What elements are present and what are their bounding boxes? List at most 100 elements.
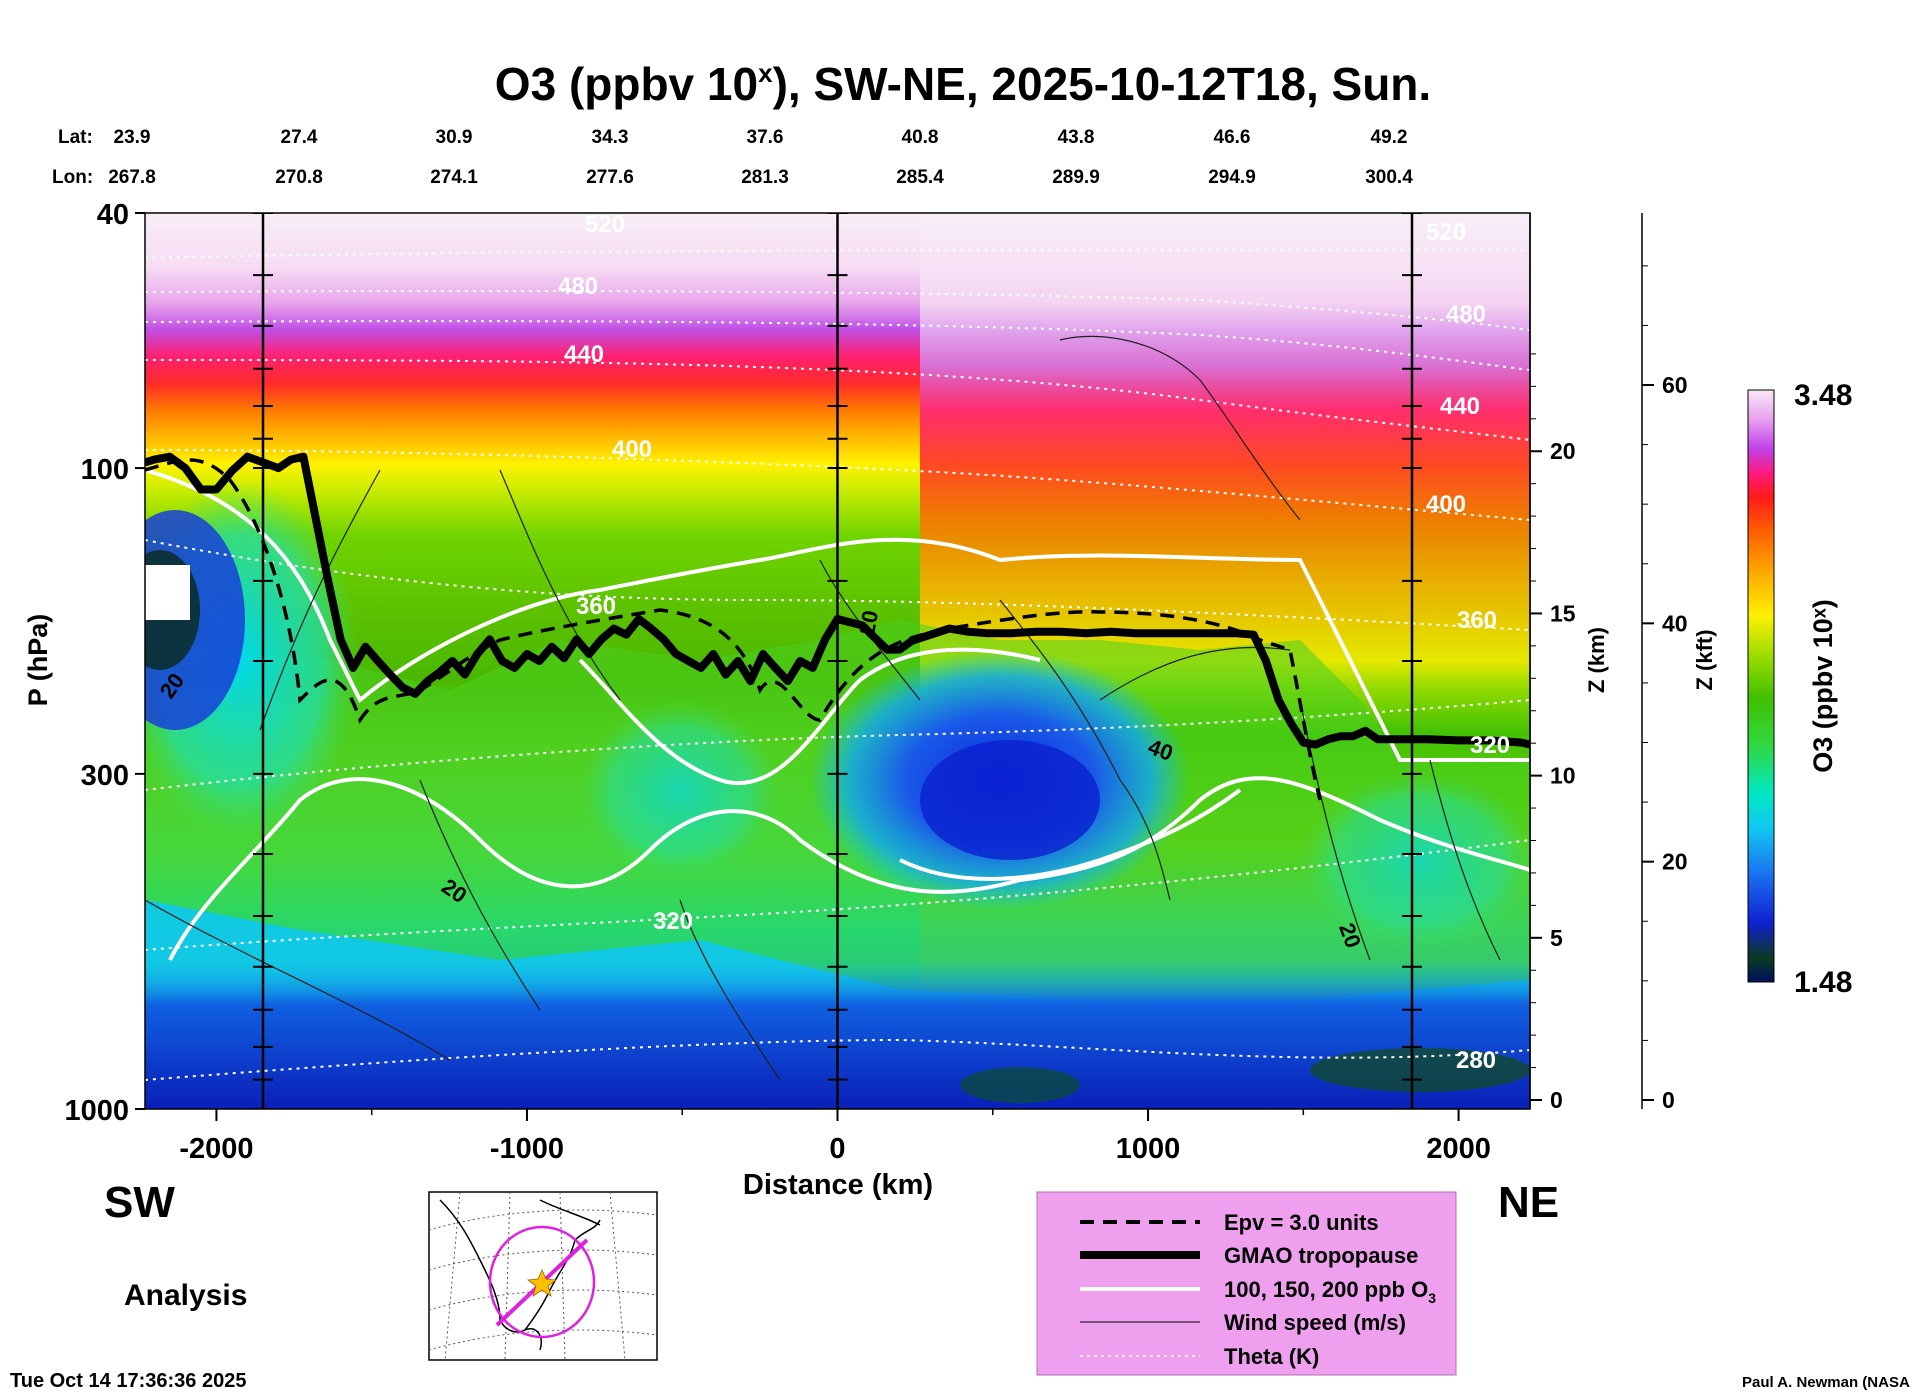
- theta-isentropes: [145, 249, 1530, 1081]
- lon-value: 281.3: [741, 167, 789, 188]
- z-km-tick-label: 5: [1550, 925, 1563, 951]
- wind-contour: [419, 779, 541, 1011]
- inset-map: [428, 1191, 658, 1361]
- tropopause-line: [145, 452, 1530, 749]
- ozone-contour-3: [578, 647, 1041, 785]
- legend-wind-label: Wind speed (m/s): [1224, 1310, 1406, 1335]
- lon-value: 294.9: [1208, 167, 1256, 188]
- z-km-tick-label: 0: [1550, 1087, 1563, 1113]
- ozone-field: 520480440400360320280520480440400360320 …: [145, 211, 1530, 1109]
- p-tick-label: 300: [81, 760, 129, 792]
- timestamp: Tue Oct 14 17:36:36 2025: [10, 1370, 246, 1392]
- z-kft-axis: 0 20 40 60: [1641, 213, 1688, 1113]
- wind-contour: [1429, 759, 1501, 961]
- lon-value: 285.4: [896, 167, 944, 188]
- legend-tropopause-label: GMAO tropopause: [1224, 1243, 1418, 1268]
- lat-value: 27.4: [281, 127, 318, 148]
- lon-label: Lon:: [52, 167, 93, 188]
- legend-ozone-label: 100, 150, 200 ppb O3: [1224, 1277, 1436, 1306]
- missing-data-west: [145, 565, 190, 620]
- wind-contour: [1099, 646, 1291, 701]
- wind-contour: [259, 469, 381, 731]
- z-km-tick-label: 15: [1550, 600, 1576, 626]
- inset-range-circle: [488, 1225, 596, 1339]
- title-prefix: O3 (ppbv 10: [495, 58, 758, 110]
- theta-line: [145, 359, 1530, 441]
- cyan-anomaly-mid: [580, 700, 780, 880]
- z-kft-tick-label: 40: [1662, 610, 1688, 636]
- x-tick-label: -2000: [179, 1133, 253, 1165]
- legend-ozone-sub: 3: [1428, 1290, 1436, 1306]
- theta-label: 320: [653, 908, 693, 935]
- lat-label: Lat:: [58, 127, 93, 148]
- z-km-tick-label: 10: [1550, 763, 1576, 789]
- lat-value: 23.9: [114, 127, 151, 148]
- theta-label: 480: [1446, 301, 1486, 328]
- lon-value: 277.6: [586, 167, 634, 188]
- theta-label: 400: [1426, 491, 1466, 518]
- colorbar-max-label: 3.48: [1794, 379, 1852, 412]
- theta-label: 440: [1440, 393, 1480, 420]
- theta-line: [145, 249, 1530, 259]
- lon-value: 289.9: [1052, 167, 1100, 188]
- lat-value: 34.3: [592, 127, 629, 148]
- wind-contour: [999, 599, 1171, 901]
- x-tick-label: 0: [829, 1133, 845, 1165]
- pressure-axis: 40 100 300 1000: [64, 199, 145, 1127]
- lon-value: 300.4: [1365, 167, 1413, 188]
- x-tick-label: -1000: [490, 1133, 564, 1165]
- lat-value: 40.8: [902, 127, 939, 148]
- y-axis-label: P (hPa): [23, 614, 53, 707]
- x-tick-label: 1000: [1116, 1133, 1181, 1165]
- theta-label: 480: [558, 273, 598, 300]
- cyan-anomaly-east: [1300, 770, 1530, 950]
- theta-label: 520: [1426, 219, 1466, 246]
- ozone-contour-2: [168, 776, 1530, 961]
- chart-title: O3 (ppbv 10x), SW-NE, 2025-10-12T18, Sun…: [495, 58, 1431, 110]
- p-tick-label: 1000: [64, 1095, 129, 1127]
- ne-label: NE: [1498, 1178, 1559, 1227]
- legend-epv-label: Epv = 3.0 units: [1224, 1210, 1379, 1235]
- theta-label: 360: [576, 593, 616, 620]
- credit: Paul A. Newman (NASA: [1742, 1374, 1910, 1391]
- star-icon: [526, 1269, 558, 1297]
- wind-label: 20: [854, 608, 883, 636]
- ozone-contour-4: [899, 788, 1242, 881]
- z-kft-axis-label: Z (kft): [1692, 629, 1717, 690]
- colorbar: [1747, 389, 1775, 983]
- theta-label: 320: [1470, 732, 1510, 759]
- lon-value: 274.1: [430, 167, 478, 188]
- wind-contour: [1299, 699, 1371, 961]
- ozone-contours: [145, 468, 1530, 961]
- p-tick-label: 40: [97, 199, 129, 231]
- lon-value: 267.8: [108, 167, 156, 188]
- lat-lon-row: 23.9 27.4 30.9 34.3 37.6 40.8 43.8 46.6 49.2 267.…: [108, 127, 1413, 188]
- theta-label: 520: [585, 211, 625, 238]
- theta-label: 400: [612, 436, 652, 463]
- lat-value: 49.2: [1371, 127, 1408, 148]
- z-kft-tick-label: 60: [1662, 372, 1688, 398]
- z-km-axis-label: Z (km): [1584, 627, 1609, 693]
- lat-value: 37.6: [747, 127, 784, 148]
- theta-label: 360: [1457, 607, 1497, 634]
- legend: Epv = 3.0 units GMAO tropopause 100, 150…: [1036, 1191, 1457, 1376]
- wind-contour: [679, 899, 781, 1081]
- theta-label: 280: [1456, 1047, 1496, 1074]
- title-suffix: ), SW-NE, 2025-10-12T18, Sun.: [773, 58, 1432, 110]
- colorbar-min-label: 1.48: [1794, 966, 1852, 999]
- lat-value: 30.9: [436, 127, 473, 148]
- x-tick-label: 2000: [1426, 1133, 1491, 1165]
- blue-anomaly-core: [920, 740, 1100, 860]
- colorbar-title: O3 (ppbv 10ˣ): [1808, 599, 1838, 772]
- z-km-axis: 0 5 10 15 20: [1529, 213, 1576, 1113]
- dark-green-mid: [960, 1067, 1080, 1103]
- analysis-label: Analysis: [124, 1279, 247, 1312]
- station-lines: [253, 213, 1422, 1109]
- theta-line: [145, 449, 1530, 521]
- lon-value: 270.8: [275, 167, 323, 188]
- legend-theta-label: Theta (K): [1224, 1344, 1319, 1369]
- theta-line: [145, 320, 1530, 371]
- wind-contour: [145, 899, 451, 1061]
- z-km-tick-label: 20: [1550, 438, 1576, 464]
